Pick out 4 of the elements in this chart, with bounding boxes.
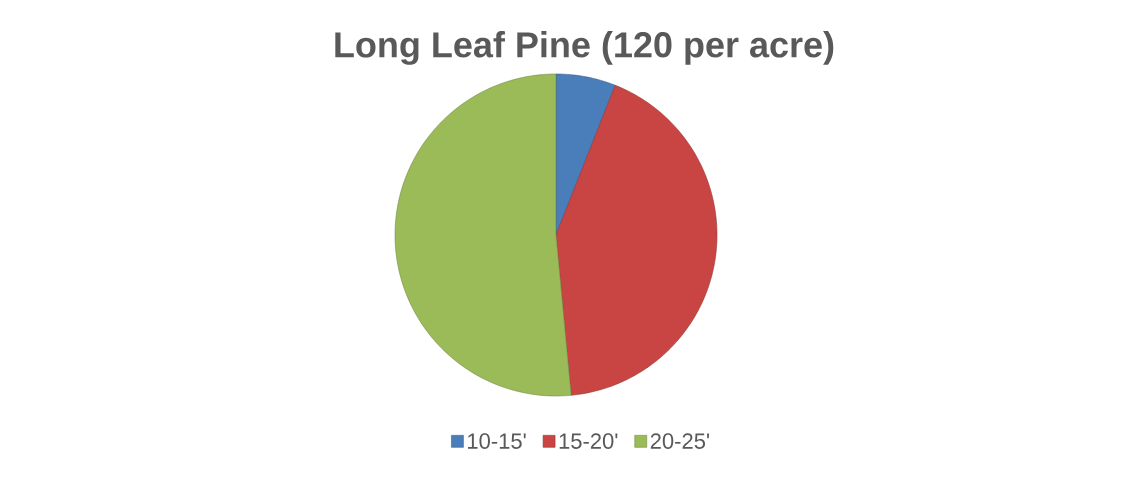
legend-label: 10-15' [468, 433, 526, 449]
legend-label: 20-25' [650, 433, 710, 449]
chart-title: Long Leaf Pine (120 per acre) [335, 31, 834, 65]
legend-label: 15-20' [559, 433, 618, 449]
